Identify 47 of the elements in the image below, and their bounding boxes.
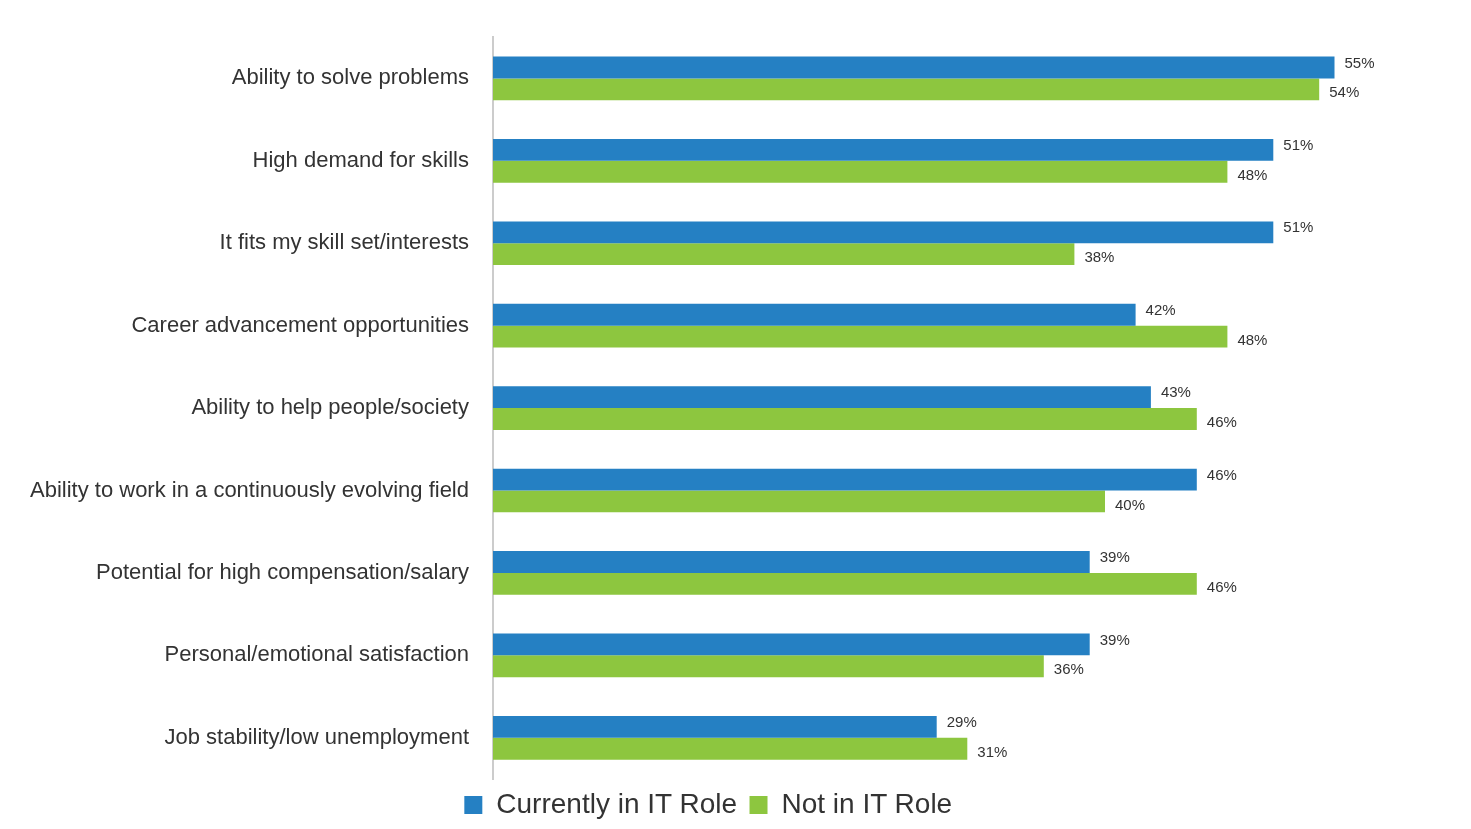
data-label: 40% xyxy=(1115,495,1146,513)
bar xyxy=(493,468,1197,491)
data-label: 42% xyxy=(1145,300,1176,318)
y-tick-label: Ability to help people/society xyxy=(191,394,469,420)
bar xyxy=(493,572,1197,595)
legend-label: Currently in IT Role xyxy=(496,787,738,819)
bar xyxy=(493,490,1105,513)
data-label: 39% xyxy=(1099,548,1130,566)
data-label: 38% xyxy=(1084,248,1115,266)
y-tick-label: Personal/emotional satisfaction xyxy=(164,641,469,667)
y-tick-label: Job stability/low unemployment xyxy=(164,723,469,749)
data-label: 36% xyxy=(1053,660,1084,678)
bar xyxy=(493,243,1075,266)
data-label: 31% xyxy=(977,742,1008,760)
data-label: 46% xyxy=(1206,465,1237,483)
data-label: 39% xyxy=(1099,630,1130,648)
bar xyxy=(493,303,1136,326)
bar xyxy=(493,633,1090,656)
data-label: 54% xyxy=(1329,83,1360,101)
data-label: 46% xyxy=(1206,413,1237,431)
bar xyxy=(493,737,968,760)
data-label: 48% xyxy=(1237,330,1268,348)
data-label: 29% xyxy=(946,713,977,731)
y-tick-label: Career advancement opportunities xyxy=(131,311,469,337)
bar xyxy=(493,715,937,738)
bar xyxy=(493,221,1274,244)
data-label: 46% xyxy=(1206,578,1237,596)
data-label: 55% xyxy=(1344,53,1375,71)
data-label: 51% xyxy=(1283,136,1314,154)
y-tick-label: It fits my skill set/interests xyxy=(219,229,469,255)
data-label: 43% xyxy=(1160,383,1191,401)
bar xyxy=(493,78,1320,101)
data-label: 48% xyxy=(1237,165,1268,183)
bar xyxy=(493,408,1197,430)
y-tick-label: Ability to work in a continuously evolving field xyxy=(29,476,469,502)
bar xyxy=(493,56,1335,79)
data-label: 51% xyxy=(1283,218,1314,236)
y-tick-label: Ability to solve problems xyxy=(231,64,469,90)
y-tick-label: High demand for skills xyxy=(252,146,469,172)
bar xyxy=(493,655,1044,678)
bar xyxy=(493,551,1090,573)
legend-label: Not in IT Role xyxy=(781,787,953,819)
bar xyxy=(493,138,1274,161)
bar xyxy=(493,325,1228,348)
bar xyxy=(493,386,1151,409)
y-tick-label: Potential for high compensation/salary xyxy=(96,559,469,585)
bar xyxy=(493,160,1228,183)
